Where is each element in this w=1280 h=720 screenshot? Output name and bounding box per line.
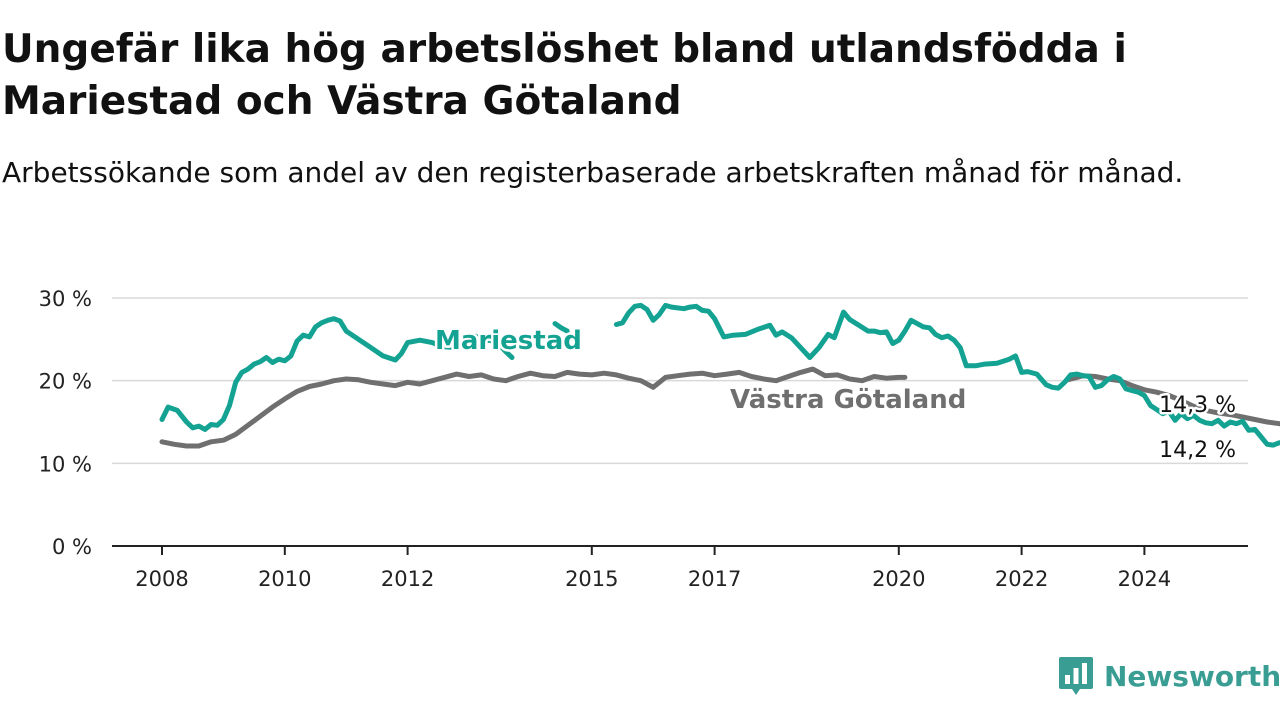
grid-lines: [112, 297, 1248, 465]
series-line-mariestad: [552, 321, 570, 334]
brand-logo: Newsworthy: [1058, 654, 1280, 698]
series-label-mariestad: Mariestad: [435, 326, 582, 356]
end-label-vastra-gotaland: 14,2 %: [1159, 438, 1236, 463]
series-line-mariestad: [159, 316, 515, 432]
series-line-mariestad: [613, 302, 1280, 448]
x-tick-label: 2020: [872, 567, 925, 591]
x-tick-label: 2017: [688, 567, 741, 591]
chart-subtitle: Arbetssökande som andel av den registerb…: [2, 156, 1184, 189]
x-tick-label: 2015: [565, 567, 618, 591]
y-tick-label: 0 %: [52, 535, 92, 559]
end-label-mariestad: 14,3 %: [1159, 393, 1236, 418]
x-tick-label: 2008: [135, 567, 188, 591]
y-axis-ticks: 0 % 10 % 20 % 30 %: [39, 287, 92, 559]
series-line-vastra-gotaland: [159, 366, 908, 449]
series-lines: [159, 302, 1280, 449]
x-tick-label: 2012: [381, 567, 434, 591]
x-tick-label: 2022: [995, 567, 1048, 591]
series-labels: Mariestad Västra Götaland 14,3 % 14,2 %: [433, 324, 1239, 466]
y-tick-label: 20 %: [39, 370, 92, 394]
series-label-vastra-gotaland: Västra Götaland: [730, 385, 966, 415]
x-axis-ticks: 2008 2010 2012 2015 2017 2020 2022 2024: [135, 546, 1171, 591]
x-tick-label: 2010: [258, 567, 311, 591]
y-tick-label: 10 %: [39, 452, 92, 476]
line-chart: 0 % 10 % 20 % 30 % 2008 2010 2012 2015 2017 2020…: [39, 287, 1280, 591]
newsworthy-logo-icon: [1059, 657, 1093, 695]
y-tick-label: 30 %: [39, 287, 92, 311]
brand-name: Newsworthy: [1104, 659, 1280, 693]
chart-title: Ungefär lika hög arbetslöshet bland utla…: [2, 27, 1127, 124]
x-tick-label: 2024: [1118, 567, 1171, 591]
